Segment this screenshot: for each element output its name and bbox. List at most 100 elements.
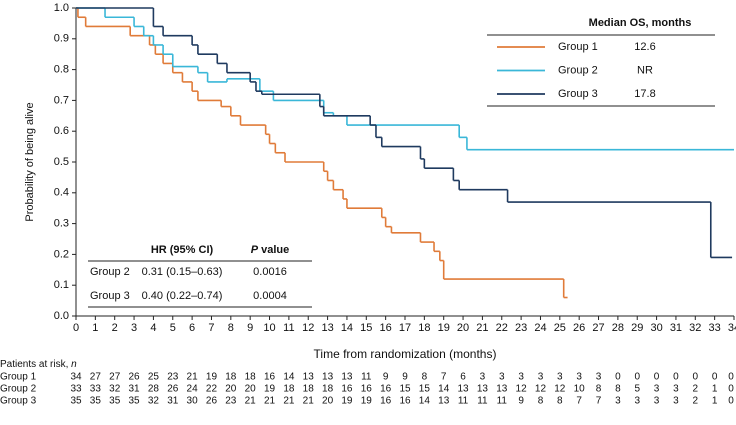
y-tick-label: 0.1	[54, 279, 69, 291]
risk-count: 9	[402, 372, 408, 383]
risk-count: 31	[128, 384, 140, 395]
y-tick-label: 0.8	[54, 64, 69, 76]
risk-count: 13	[322, 372, 334, 383]
x-tick-label: 23	[515, 322, 527, 334]
risk-count: 33	[90, 384, 102, 395]
risk-count: 20	[322, 396, 334, 407]
risk-count: 5	[634, 384, 640, 395]
risk-title: Patients at risk, n	[0, 359, 77, 370]
risk-count: 26	[167, 384, 179, 395]
risk-count: 3	[538, 372, 544, 383]
risk-count: 6	[460, 372, 466, 383]
risk-count: 16	[399, 396, 411, 407]
x-tick-label: 26	[573, 322, 585, 334]
risk-count: 19	[361, 396, 373, 407]
risk-count: 18	[225, 372, 237, 383]
risk-count: 8	[596, 384, 602, 395]
legend-median: NR	[637, 64, 653, 76]
risk-title-text: Patients at risk,	[0, 359, 71, 370]
risk-count: 20	[245, 384, 257, 395]
y-tick-label: 0.7	[54, 94, 69, 106]
y-tick-label: 0.2	[54, 248, 69, 260]
risk-count: 12	[516, 384, 528, 395]
legend-label: Group 2	[558, 64, 598, 76]
risk-count: 18	[245, 372, 257, 383]
y-tick-label: 0.0	[54, 310, 69, 322]
risk-title-n: n	[71, 359, 77, 370]
risk-count: 22	[206, 384, 218, 395]
x-tick-label: 33	[709, 322, 721, 334]
hr-header: HR (95% CI)	[151, 244, 214, 256]
risk-count: 13	[457, 384, 469, 395]
p-header: P value	[251, 244, 290, 256]
x-tick-label: 21	[476, 322, 488, 334]
risk-count: 3	[654, 384, 660, 395]
risk-count: 3	[576, 372, 582, 383]
risk-count: 27	[90, 372, 102, 383]
risk-count: 18	[303, 384, 315, 395]
risk-count: 14	[283, 372, 295, 383]
y-tick-label: 0.3	[54, 218, 69, 230]
risk-count: 21	[245, 396, 257, 407]
risk-count: 13	[438, 396, 450, 407]
risk-count: 26	[128, 372, 140, 383]
x-tick-label: 12	[302, 322, 314, 334]
risk-count: 3	[499, 372, 505, 383]
risk-count: 0	[712, 372, 718, 383]
risk-count: 12	[535, 384, 547, 395]
p-italic: P	[251, 244, 259, 256]
y-tick-label: 0.4	[54, 187, 69, 199]
x-tick-label: 11	[283, 322, 294, 334]
risk-count: 2	[693, 396, 699, 407]
risk-count: 3	[634, 396, 640, 407]
x-tick-label: 7	[208, 322, 214, 334]
x-tick-label: 8	[228, 322, 234, 334]
x-tick-label: 4	[150, 322, 156, 334]
hr-group: Group 3	[90, 290, 130, 302]
risk-count: 18	[283, 384, 295, 395]
risk-count: 34	[70, 372, 82, 383]
risk-count: 19	[341, 396, 353, 407]
risk-count: 16	[380, 384, 392, 395]
risk-count: 11	[477, 396, 488, 407]
risk-count: 0	[615, 372, 621, 383]
risk-count: 10	[574, 384, 586, 395]
x-tick-label: 15	[360, 322, 372, 334]
risk-count: 0	[693, 372, 699, 383]
risk-count: 33	[70, 384, 82, 395]
risk-group: Group 1	[0, 372, 37, 383]
risk-count: 3	[654, 396, 660, 407]
risk-count: 0	[654, 372, 660, 383]
x-tick-label: 32	[689, 322, 701, 334]
x-tick-label: 34	[728, 322, 736, 334]
risk-count: 24	[187, 384, 199, 395]
risk-group: Group 3	[0, 396, 37, 407]
legend-median: 12.6	[634, 41, 655, 53]
risk-count: 0	[728, 396, 734, 407]
risk-count: 7	[576, 396, 582, 407]
risk-count: 13	[341, 372, 353, 383]
x-tick-label: 6	[189, 322, 195, 334]
risk-count: 12	[554, 384, 566, 395]
risk-count: 30	[187, 396, 199, 407]
risk-count: 0	[728, 372, 734, 383]
risk-count: 2	[693, 384, 699, 395]
p-value: 0.0016	[253, 266, 287, 278]
x-tick-label: 27	[592, 322, 604, 334]
p-rest: value	[258, 244, 289, 256]
y-tick-label: 0.5	[54, 156, 69, 168]
legend-label: Group 3	[558, 88, 598, 100]
risk-count: 26	[206, 396, 218, 407]
risk-count: 19	[206, 372, 218, 383]
legend-label: Group 1	[558, 41, 598, 53]
risk-count: 23	[225, 396, 237, 407]
risk-count: 8	[557, 396, 563, 407]
x-tick-label: 19	[438, 322, 450, 334]
risk-count: 14	[438, 384, 450, 395]
x-tick-label: 16	[380, 322, 392, 334]
x-tick-label: 9	[247, 322, 253, 334]
risk-count: 3	[480, 372, 486, 383]
risk-count: 16	[380, 396, 392, 407]
y-tick-label: 1.0	[54, 2, 69, 14]
